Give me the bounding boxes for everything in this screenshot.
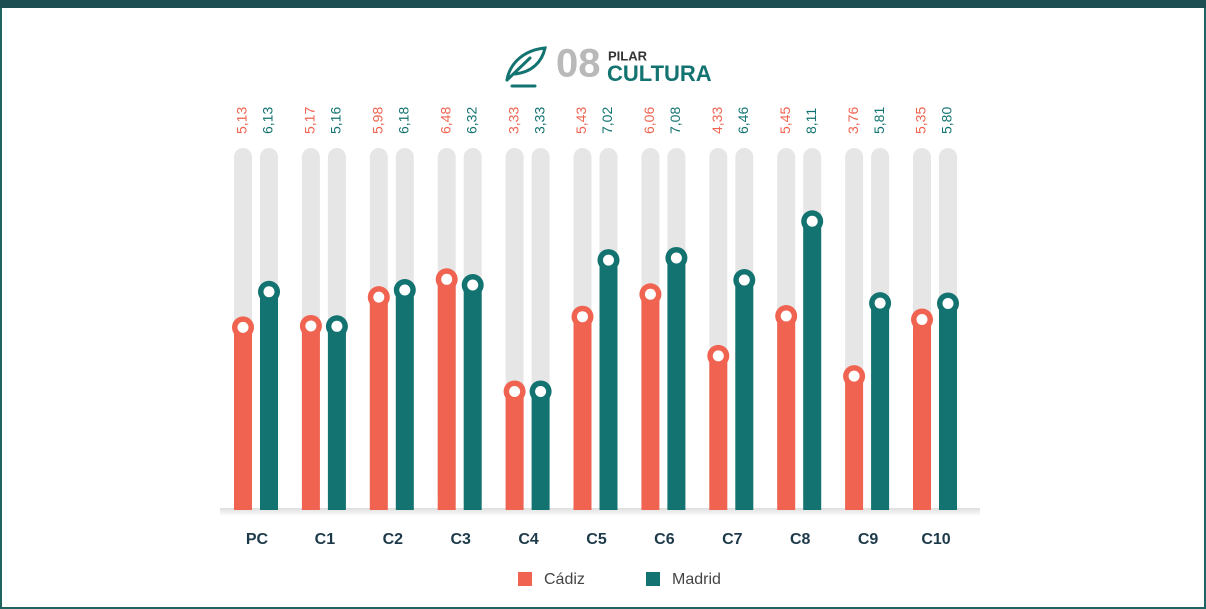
bar <box>803 221 822 510</box>
value-label: 5,35 <box>913 107 929 134</box>
bar-marker-center <box>916 314 928 326</box>
bar <box>573 316 592 510</box>
value-label: 6,06 <box>641 107 657 134</box>
value-label: 5,80 <box>939 107 955 134</box>
bar-marker-center <box>712 350 724 362</box>
x-tick-label: C8 <box>790 531 811 548</box>
legend-swatch <box>646 572 660 586</box>
bar <box>667 257 686 510</box>
bar <box>871 303 890 510</box>
x-tick-label: PC <box>246 531 269 548</box>
x-tick-label: C9 <box>858 531 879 548</box>
leaf-icon <box>505 46 547 88</box>
bar <box>260 291 278 510</box>
pillar-number: 08 <box>556 42 601 86</box>
value-label: 6,13 <box>260 107 276 134</box>
x-tick-label: C2 <box>383 531 404 548</box>
bar-marker-center <box>848 370 860 382</box>
bar <box>437 279 456 510</box>
bar-marker-center <box>441 273 453 285</box>
value-label: 5,13 <box>234 107 250 134</box>
bar <box>735 280 754 510</box>
bar <box>327 326 346 510</box>
bar <box>301 325 320 510</box>
x-tick-label: C7 <box>722 531 743 548</box>
bar <box>709 355 728 510</box>
value-label: 5,17 <box>302 107 318 134</box>
bar <box>463 285 482 510</box>
bar <box>369 297 388 510</box>
value-label: 6,46 <box>735 107 751 134</box>
baseline-shadow <box>220 508 980 516</box>
x-tick-label: C4 <box>518 531 539 548</box>
bar-marker-center <box>263 286 275 298</box>
bar <box>395 289 414 510</box>
value-label: 5,45 <box>777 107 793 134</box>
bar-marker-center <box>644 288 656 300</box>
value-label: 3,33 <box>531 107 547 134</box>
value-label: 5,81 <box>871 107 887 134</box>
value-label: 5,98 <box>370 107 386 134</box>
bar-marker-center <box>237 321 249 333</box>
value-label: 8,11 <box>803 108 819 134</box>
value-label: 5,43 <box>573 107 589 134</box>
bar <box>913 319 931 510</box>
value-label: 7,02 <box>599 107 615 134</box>
bar-marker-center <box>509 385 521 397</box>
bar-marker-center <box>780 310 792 322</box>
bar-marker-center <box>467 279 479 291</box>
bar-marker-center <box>577 311 588 323</box>
pillar-kicker: PILAR <box>608 48 648 63</box>
value-label: 3,76 <box>845 107 861 134</box>
bar-marker-center <box>670 252 682 264</box>
chart-title: CULTURA <box>607 61 712 86</box>
bar-marker-center <box>373 291 385 303</box>
legend-label: Madrid <box>672 571 721 588</box>
bar <box>531 391 550 510</box>
bar-marker-center <box>399 284 411 296</box>
x-tick-label: C10 <box>921 531 950 548</box>
x-tick-label: C1 <box>315 531 336 548</box>
bar <box>641 294 660 510</box>
bar <box>599 260 618 510</box>
bar <box>845 376 864 510</box>
bar-marker-center <box>331 320 343 332</box>
bar <box>939 303 957 510</box>
bar <box>234 327 252 510</box>
bar <box>505 391 524 510</box>
x-tick-label: C3 <box>450 531 471 548</box>
bar-marker-center <box>738 274 750 286</box>
top-bar <box>0 0 1206 8</box>
value-label: 6,32 <box>463 107 479 134</box>
bar-marker-center <box>806 215 818 227</box>
legend-label: Cádiz <box>544 571 585 588</box>
bar-marker-center <box>603 254 614 266</box>
x-tick-label: C6 <box>654 531 675 548</box>
value-label: 4,33 <box>709 107 725 134</box>
value-label: 3,33 <box>505 107 521 134</box>
legend-swatch <box>518 572 532 586</box>
bar-marker-center <box>874 297 886 309</box>
value-label: 6,18 <box>396 107 412 134</box>
bar-marker-center <box>305 320 317 332</box>
x-tick-label: C5 <box>586 531 607 548</box>
value-label: 7,08 <box>667 107 683 134</box>
bar <box>777 315 796 510</box>
bar-marker-center <box>535 385 547 397</box>
bar-marker-center <box>942 298 954 310</box>
value-label: 6,48 <box>437 107 453 134</box>
value-label: 5,16 <box>328 107 344 134</box>
